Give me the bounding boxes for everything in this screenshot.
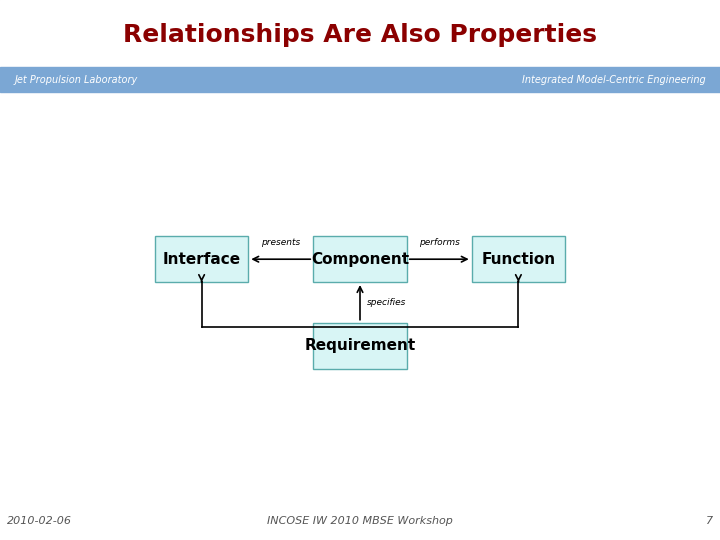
FancyBboxPatch shape [155, 237, 248, 282]
Text: 2010-02-06: 2010-02-06 [7, 516, 72, 526]
FancyBboxPatch shape [472, 237, 565, 282]
Text: Jet Propulsion Laboratory: Jet Propulsion Laboratory [14, 75, 138, 85]
Bar [0, 0, 720, 68]
FancyBboxPatch shape [313, 322, 407, 368]
Bar [0, 68, 720, 540]
Text: specifies: specifies [367, 298, 407, 307]
Text: Interface: Interface [163, 252, 240, 267]
Text: performs: performs [419, 238, 459, 247]
Text: Integrated Model-Centric Engineering: Integrated Model-Centric Engineering [522, 75, 706, 85]
FancyBboxPatch shape [313, 237, 407, 282]
Text: 7: 7 [706, 516, 713, 526]
Text: Function: Function [482, 252, 555, 267]
Text: Relationships Are Also Properties: Relationships Are Also Properties [123, 23, 597, 47]
Text: presents: presents [261, 238, 300, 247]
Text: Requirement: Requirement [305, 338, 415, 353]
Text: INCOSE IW 2010 MBSE Workshop: INCOSE IW 2010 MBSE Workshop [267, 516, 453, 526]
Text: Component: Component [311, 252, 409, 267]
Bar [0, 68, 720, 92]
